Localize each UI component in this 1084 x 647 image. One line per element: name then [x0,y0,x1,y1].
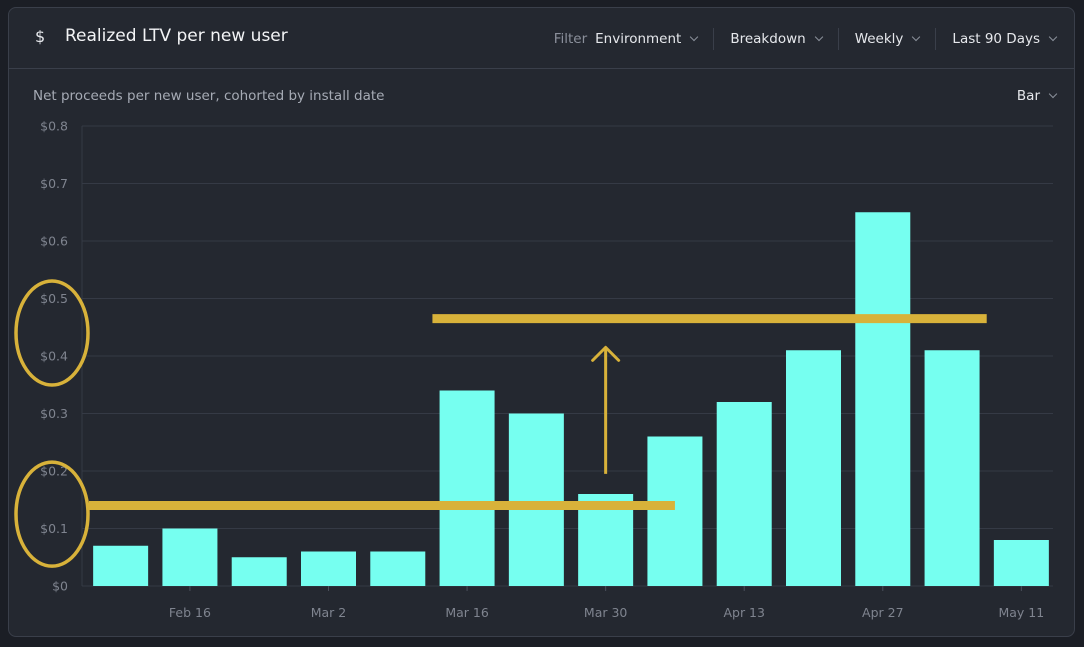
date-range-label: Last 90 Days [952,31,1040,47]
dollar-icon: $ [35,26,46,46]
annotation-arrow-head [591,345,621,362]
x-tick-label: Mar 30 [584,605,628,620]
x-tick-label: Mar 16 [445,605,489,620]
breakdown-label: Breakdown [730,31,806,47]
bar [786,350,841,586]
bar [439,390,495,586]
date-range-dropdown[interactable]: Last 90 Days [935,28,1058,50]
annotation-circle [14,460,90,568]
y-tick-label: $0.5 [40,291,68,306]
filter-value: Environment [595,31,682,47]
interval-dropdown[interactable]: Weekly [837,28,936,50]
y-tick-label: $0.3 [40,406,68,421]
y-tick-label: $0.8 [40,119,68,134]
title-group: $ Realized LTV per new user [35,26,288,46]
bar [855,212,911,586]
x-tick-label: Apr 13 [723,605,765,620]
filter-dropdown[interactable]: Filter Environment [538,28,714,50]
y-tick-label: $0.7 [40,176,68,191]
chart-type-dropdown[interactable]: Bar [1016,88,1058,104]
y-tick-label: $0.6 [40,234,68,249]
x-tick-label: May 11 [998,605,1044,620]
card-header: $ Realized LTV per new user Filter Envir… [9,8,1074,69]
bar [301,551,356,586]
chart-subtitle: Net proceeds per new user, cohorted by i… [33,88,385,104]
bar [647,436,703,586]
bar [162,528,218,586]
y-tick-label: $0.4 [40,349,68,364]
y-tick-label: $0 [52,579,68,594]
annotation-circle [14,279,90,387]
x-tick-label: Feb 16 [169,605,211,620]
bar [716,402,772,586]
bar [370,551,426,586]
breakdown-dropdown[interactable]: Breakdown [713,28,837,50]
filter-label: Filter [553,31,588,47]
bar [924,350,980,586]
bar [93,545,149,586]
bar [993,540,1049,586]
y-tick-label: $0.1 [40,521,68,536]
chart-title: Realized LTV per new user [65,26,288,46]
y-tick-label: $0.2 [40,464,68,479]
bar [508,413,564,586]
x-tick-label: Apr 27 [862,605,904,620]
x-tick-label: Mar 2 [311,605,347,620]
chart-type-label: Bar [1016,88,1040,104]
interval-label: Weekly [854,31,904,47]
header-controls: Filter Environment Breakdown Weekly Last… [538,28,1058,50]
bar [231,557,287,586]
